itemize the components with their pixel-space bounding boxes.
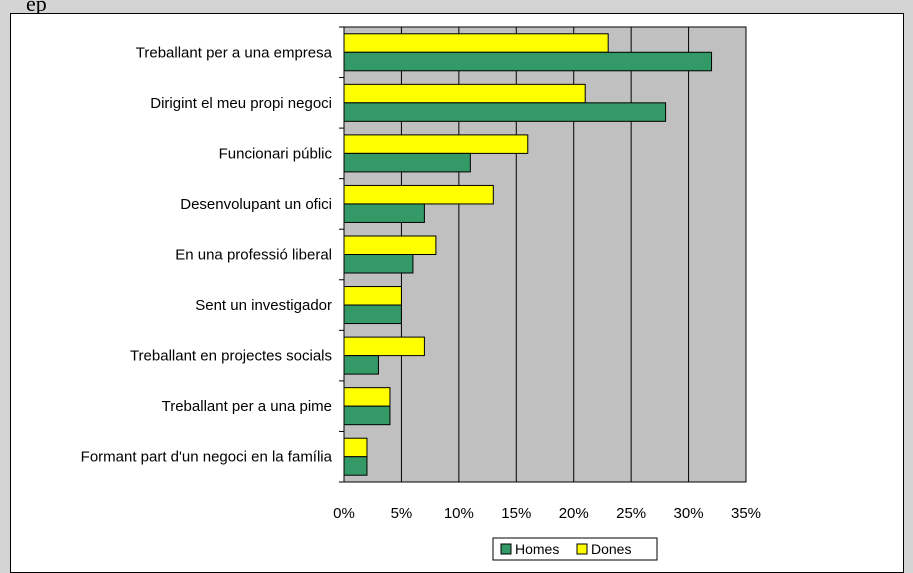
category-label: Desenvolupant un ofici (180, 196, 332, 213)
bar-dones (343, 387, 391, 407)
bar-homes (343, 254, 414, 274)
x-tick-label: 30% (674, 505, 704, 522)
category-label: En una professió liberal (175, 247, 332, 264)
page-header-fragment: ep (26, 0, 47, 16)
bar-dones (343, 286, 402, 306)
bar-dones (343, 33, 609, 53)
bar-dones (343, 235, 437, 255)
category-label: Dirigint el meu propi negoci (150, 95, 332, 112)
legend-label-homes: Homes (515, 541, 559, 557)
category-label: Treballant en projectes socials (130, 348, 332, 365)
x-tick-label: 15% (501, 505, 531, 522)
bar-homes (343, 51, 713, 72)
bar-dones (343, 83, 586, 104)
category-label: Sent un investigador (195, 297, 332, 314)
x-tick-label: 20% (559, 505, 589, 522)
bar-homes (343, 102, 667, 122)
category-label: Funcionari públic (219, 145, 333, 162)
legend-box (492, 537, 658, 561)
bar-homes (343, 304, 402, 325)
category-label: Treballant per a una empresa (136, 44, 333, 61)
bar-homes (343, 456, 368, 476)
x-tick-label: 10% (444, 505, 474, 522)
x-tick-label: 25% (616, 505, 646, 522)
bar-homes (343, 152, 471, 173)
bar-dones (343, 437, 368, 458)
bar-homes (343, 355, 379, 375)
x-tick-label: 5% (391, 505, 413, 522)
bar-dones (343, 336, 425, 357)
bar-dones (343, 184, 494, 205)
bar-dones (343, 134, 529, 154)
category-label: Treballant per a una pime (162, 398, 332, 415)
bar-homes (343, 405, 391, 426)
bar-homes (343, 203, 425, 223)
legend-swatch-homes (500, 543, 512, 555)
legend-label-dones: Dones (591, 541, 631, 557)
category-label: Formant part d'un negoci en la família (81, 449, 333, 466)
x-tick-label: 35% (731, 505, 761, 522)
x-tick-label: 0% (333, 505, 355, 522)
legend-swatch-dones (576, 543, 588, 555)
